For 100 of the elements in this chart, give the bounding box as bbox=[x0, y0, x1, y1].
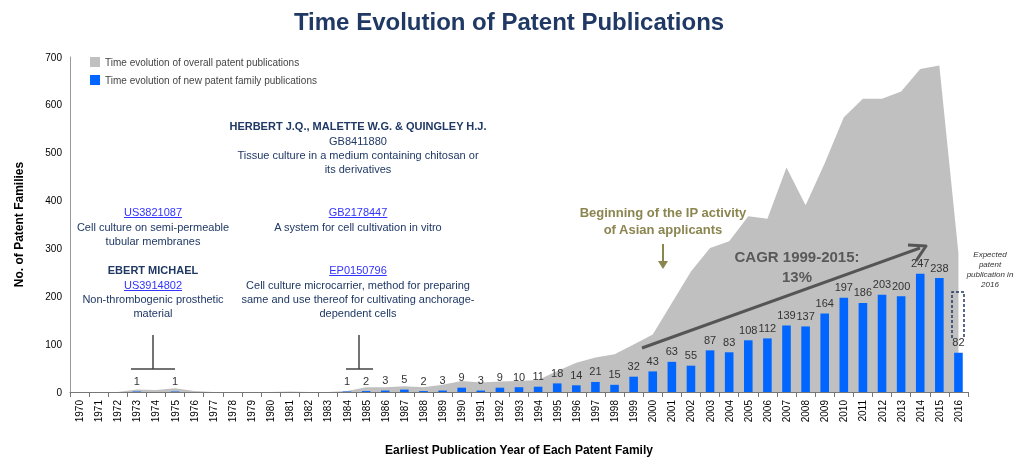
annotation: GB2178447 bbox=[327, 205, 389, 219]
x-tick-label: 2005 bbox=[742, 399, 754, 423]
data-label: 247 bbox=[911, 257, 930, 270]
x-tick-label: 2000 bbox=[647, 399, 659, 423]
x-tick-label: 2010 bbox=[838, 399, 850, 423]
data-label: 21 bbox=[589, 365, 602, 378]
x-tick-label: 1979 bbox=[246, 399, 258, 423]
data-label: 3 bbox=[382, 374, 389, 387]
annotation: US3821087 bbox=[122, 205, 184, 219]
bar bbox=[686, 365, 696, 392]
annotation: EP0150796 bbox=[328, 263, 388, 277]
annotation: Tissue culture in a medium containing chitosan or its derivatives bbox=[236, 148, 480, 176]
bar bbox=[591, 381, 600, 392]
data-label: 9 bbox=[496, 371, 503, 384]
y-tick-label: 100 bbox=[45, 338, 63, 350]
legend-label: Time evolution of overall patent publications bbox=[105, 56, 300, 68]
bar bbox=[801, 326, 810, 392]
x-axis-title: Earliest Publication Year of Each Patent Family bbox=[385, 443, 654, 457]
x-tick-label: 1990 bbox=[456, 399, 468, 423]
data-label: 32 bbox=[627, 360, 640, 373]
x-tick-label: 1976 bbox=[188, 399, 200, 423]
x-tick-label: 2007 bbox=[780, 399, 792, 423]
bar bbox=[782, 325, 791, 392]
x-tick-label: 1992 bbox=[494, 399, 506, 423]
bar bbox=[915, 273, 925, 392]
annotation: GB8411880 bbox=[328, 134, 388, 148]
x-tick-label: 1974 bbox=[150, 399, 162, 423]
bar bbox=[896, 296, 906, 392]
data-label: 200 bbox=[891, 279, 911, 292]
data-label: 137 bbox=[796, 309, 815, 322]
x-tick-label: 1985 bbox=[360, 399, 372, 423]
data-label: 9 bbox=[458, 371, 465, 384]
x-tick-label: 1987 bbox=[398, 399, 410, 423]
x-tick-label: 1971 bbox=[93, 399, 105, 423]
bar bbox=[667, 361, 677, 392]
data-label: 1 bbox=[133, 375, 140, 388]
data-label: 164 bbox=[815, 297, 834, 310]
x-tick-label: 1994 bbox=[532, 399, 544, 423]
annotation: Cell culture on semi-permeable tubular membranes bbox=[75, 220, 231, 248]
annotation: Non-thrombogenic prosthetic material bbox=[81, 292, 225, 320]
annotation: EBERT MICHAEL bbox=[106, 263, 200, 277]
data-label: 1 bbox=[172, 375, 179, 388]
bar bbox=[572, 385, 581, 392]
data-label: 139 bbox=[777, 308, 796, 321]
x-tick-label: 2011 bbox=[857, 399, 869, 422]
data-label: 18 bbox=[551, 366, 564, 379]
data-label: 15 bbox=[608, 368, 621, 381]
x-tick-label: 2004 bbox=[723, 399, 735, 423]
bar bbox=[648, 371, 658, 392]
y-tick-label: 700 bbox=[45, 51, 63, 63]
x-tick-label: 2015 bbox=[933, 399, 945, 423]
x-tick-label: 2003 bbox=[704, 399, 716, 423]
data-label: 197 bbox=[834, 281, 853, 294]
data-label: 2 bbox=[363, 374, 370, 387]
data-label: 186 bbox=[853, 286, 873, 299]
x-tick-label: 2001 bbox=[666, 399, 678, 423]
data-label: 3 bbox=[439, 374, 446, 387]
bar bbox=[877, 294, 887, 392]
y-tick-label: 500 bbox=[45, 147, 63, 159]
x-tick-label: 1998 bbox=[609, 399, 621, 423]
data-label: 11 bbox=[532, 370, 544, 383]
annotation: US3914802 bbox=[122, 278, 184, 292]
bar bbox=[457, 387, 466, 392]
x-tick-label: 1986 bbox=[379, 399, 391, 423]
y-axis-title: No. of Patent Families bbox=[12, 161, 26, 288]
x-tick-label: 1973 bbox=[131, 399, 143, 423]
x-tick-label: 1970 bbox=[74, 399, 86, 423]
x-tick-label: 1982 bbox=[303, 399, 315, 423]
x-tick-label: 1989 bbox=[437, 399, 449, 423]
data-label: 87 bbox=[703, 333, 717, 346]
bar bbox=[954, 352, 963, 392]
bar bbox=[705, 350, 715, 392]
data-label: 238 bbox=[930, 261, 949, 274]
data-label: 10 bbox=[512, 370, 526, 383]
x-tick-label: 2002 bbox=[685, 399, 697, 423]
bar bbox=[839, 297, 849, 392]
data-label: 55 bbox=[684, 349, 698, 362]
x-tick-label: 1980 bbox=[265, 399, 277, 423]
bar bbox=[724, 352, 734, 392]
x-tick-label: 1978 bbox=[226, 399, 238, 423]
data-label: 83 bbox=[723, 335, 736, 348]
x-tick-label: 2006 bbox=[761, 399, 773, 423]
y-tick-label: 600 bbox=[45, 99, 63, 111]
x-tick-label: 1991 bbox=[475, 399, 487, 423]
x-tick-label: 2013 bbox=[895, 399, 907, 423]
bar bbox=[820, 313, 829, 392]
x-tick-label: 1999 bbox=[628, 399, 640, 423]
data-label: 3 bbox=[477, 374, 484, 387]
x-tick-label: 1997 bbox=[589, 399, 601, 423]
data-label: 112 bbox=[758, 321, 777, 334]
data-label: 82 bbox=[952, 336, 965, 349]
bar bbox=[552, 383, 562, 392]
data-label: 63 bbox=[665, 345, 678, 358]
y-tick-label: 0 bbox=[56, 386, 63, 398]
y-tick-label: 300 bbox=[45, 242, 63, 254]
x-tick-label: 2008 bbox=[800, 399, 812, 423]
x-tick-label: 1983 bbox=[322, 399, 334, 423]
annotation: A system for cell cultivation in vitro bbox=[273, 220, 443, 234]
y-tick-label: 400 bbox=[45, 195, 63, 207]
legend-label: Time evolution of new patent family publications bbox=[105, 74, 317, 86]
